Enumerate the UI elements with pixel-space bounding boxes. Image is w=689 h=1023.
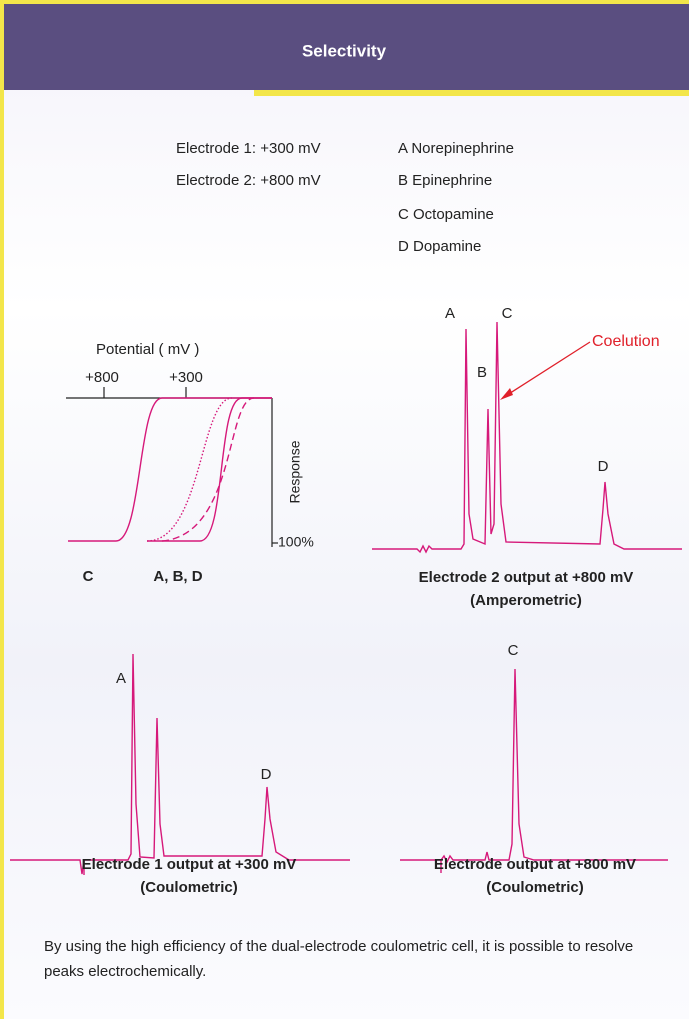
compound: A Norepinephrine	[398, 140, 514, 157]
curve	[68, 397, 272, 542]
electrode: Electrode 2: +800 mV	[176, 172, 321, 189]
response-label: Response	[287, 440, 303, 503]
arrow	[503, 341, 591, 398]
curve	[161, 397, 255, 542]
caption: (Coulometric)	[486, 879, 584, 896]
axes	[66, 387, 278, 547]
trace	[400, 668, 668, 864]
caption: (Coulometric)	[140, 879, 238, 896]
peak-label: C	[502, 305, 513, 322]
annotation: Coelution	[592, 333, 660, 350]
trace	[10, 653, 350, 875]
peak-label: A	[445, 305, 455, 322]
tick-label: +300	[169, 369, 203, 386]
curve	[147, 397, 272, 542]
peak-label: D	[261, 766, 272, 783]
header-stripe	[254, 90, 689, 96]
compound: D Dopamine	[398, 238, 481, 255]
peak-label: A	[116, 670, 126, 687]
peak-label: C	[508, 642, 519, 659]
peak-label: D	[598, 458, 609, 475]
percent-label: 100%	[278, 534, 314, 550]
caption: Electrode 1 output at +300 mV	[82, 856, 297, 873]
curve	[146, 397, 233, 542]
arrowhead	[500, 388, 513, 400]
caption: Electrode 2 output at +800 mV	[419, 569, 634, 586]
caption: (Amperometric)	[470, 592, 582, 609]
electrode: Electrode 1: +300 mV	[176, 140, 321, 157]
group-label: A, B, D	[153, 568, 202, 585]
caption: Electrode output at +800 mV	[434, 856, 636, 873]
header-bar	[4, 4, 689, 90]
title: Selectivity	[302, 41, 387, 60]
diagram: Selectivity Electrode 1: +300 mV Electro…	[4, 4, 689, 896]
peak-label: B	[477, 364, 487, 381]
tick-label: +800	[85, 369, 119, 386]
group-label: C	[83, 568, 94, 585]
footer-text: By using the high efficiency of the dual…	[44, 938, 634, 980]
compound: B Epinephrine	[398, 172, 492, 189]
compound: C Octopamine	[398, 206, 494, 223]
axis-label: Potential ( mV )	[96, 341, 199, 358]
trace	[372, 321, 682, 554]
